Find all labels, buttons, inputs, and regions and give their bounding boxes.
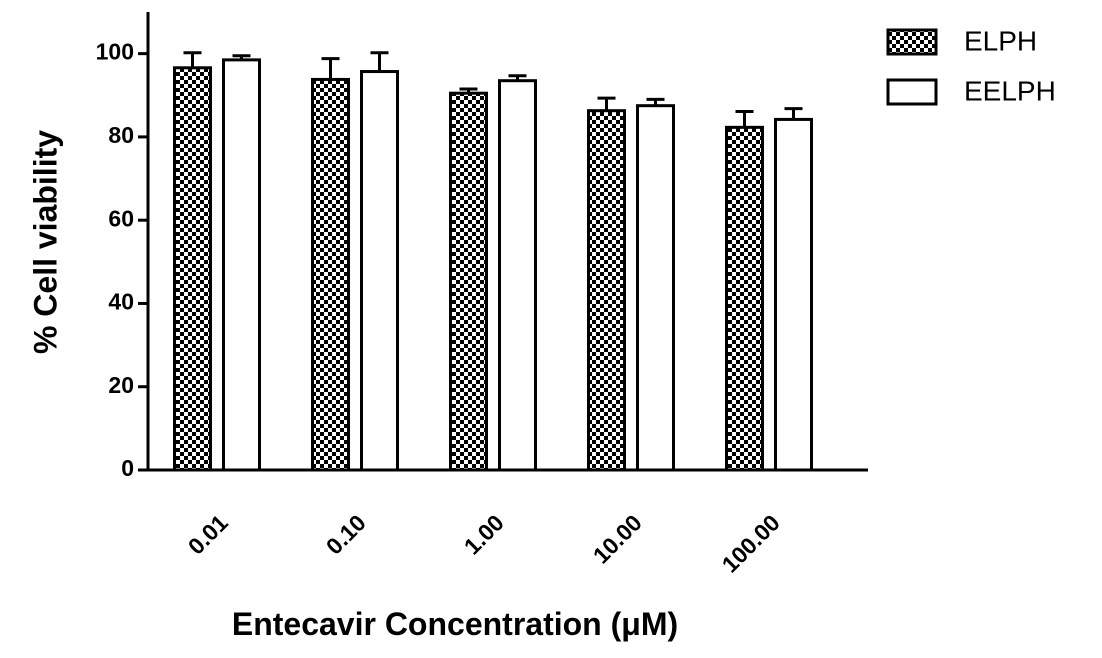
x-tick-label: 1.00 (459, 509, 509, 559)
y-tick-label: 100 (96, 39, 134, 65)
x-axis-title: Entecavir Concentration (μM) (232, 606, 678, 642)
legend-swatch (886, 78, 938, 106)
bar (636, 104, 675, 472)
bar (222, 58, 261, 472)
bar (725, 125, 764, 472)
bar (449, 91, 488, 472)
bar (360, 70, 399, 472)
legend-swatch (886, 28, 938, 56)
y-tick-label: 40 (108, 289, 134, 315)
bar (311, 77, 350, 472)
bar (173, 66, 212, 472)
bar (498, 79, 537, 472)
bar (774, 117, 813, 472)
x-tick-label: 100.00 (717, 509, 785, 577)
y-tick-label: 20 (108, 372, 134, 398)
y-tick-label: 0 (121, 455, 134, 481)
legend-label: EELPH (964, 75, 1056, 106)
x-tick-label: 0.10 (321, 509, 371, 559)
bar (587, 109, 626, 472)
y-tick-label: 80 (108, 122, 134, 148)
legend-label: ELPH (964, 25, 1037, 56)
y-axis-title: % Cell viability (27, 130, 63, 354)
y-tick-label: 60 (108, 205, 134, 231)
x-tick-label: 10.00 (588, 509, 647, 568)
x-tick-label: 0.01 (183, 509, 233, 559)
